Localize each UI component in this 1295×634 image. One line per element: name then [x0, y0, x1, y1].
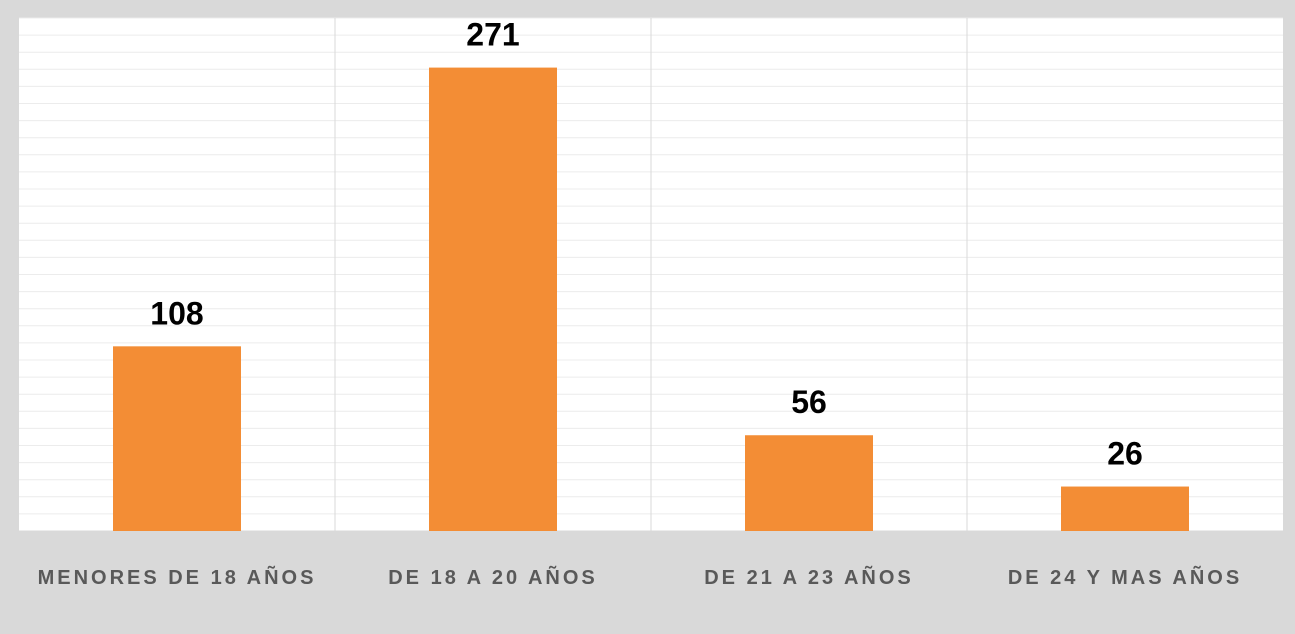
x-tick-label: DE 24 Y MAS AÑOS [1007, 567, 1243, 589]
x-tick-label: MENORES DE 18 AÑOS [37, 567, 317, 589]
bar [1061, 486, 1189, 531]
bar [429, 67, 557, 531]
x-tick-label: DE 21 A 23 AÑOS [704, 567, 914, 589]
value-label: 271 [466, 17, 519, 53]
bar [745, 435, 873, 531]
value-label: 108 [150, 295, 203, 331]
x-tick-label: DE 18 A 20 AÑOS [388, 567, 598, 589]
value-label: 56 [791, 384, 827, 420]
bar [113, 346, 241, 531]
value-label: 26 [1107, 436, 1143, 472]
